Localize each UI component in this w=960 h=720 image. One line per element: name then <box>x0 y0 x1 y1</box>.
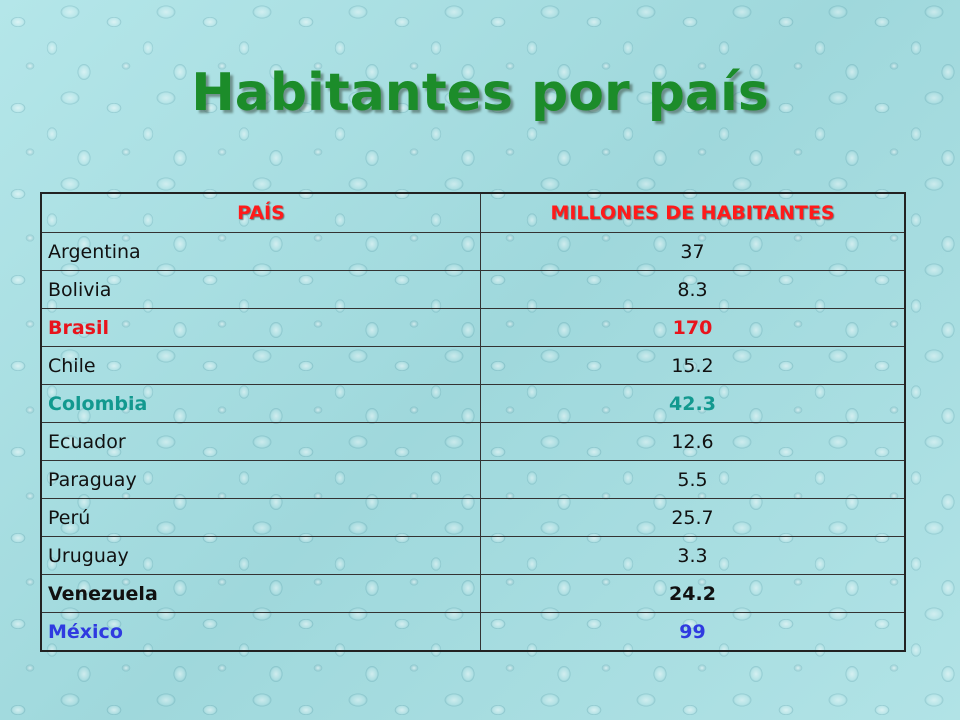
table-body: Argentina 37 Bolivia 8.3 Brasil 170 Chil… <box>40 232 906 652</box>
population-cell: 42.3 <box>480 384 906 423</box>
table-row: Colombia 42.3 <box>40 384 906 423</box>
column-header-population: MILLONES DE HABITANTES <box>480 192 906 233</box>
country-cell: Venezuela <box>40 574 481 613</box>
population-table: PAÍS MILLONES DE HABITANTES Argentina 37… <box>40 192 906 652</box>
table-row: Brasil 170 <box>40 308 906 347</box>
population-cell: 25.7 <box>480 498 906 537</box>
table-header-row: PAÍS MILLONES DE HABITANTES <box>40 192 906 233</box>
country-cell: Brasil <box>40 308 481 347</box>
population-cell: 8.3 <box>480 270 906 309</box>
country-cell: Chile <box>40 346 481 385</box>
population-cell: 3.3 <box>480 536 906 575</box>
country-cell: Perú <box>40 498 481 537</box>
table-row: Perú 25.7 <box>40 498 906 537</box>
page-title: Habitantes por país <box>191 63 769 123</box>
country-cell: México <box>40 612 481 652</box>
column-header-country: PAÍS <box>40 192 481 233</box>
table-row: Argentina 37 <box>40 232 906 271</box>
table-row: Uruguay 3.3 <box>40 536 906 575</box>
country-cell: Colombia <box>40 384 481 423</box>
population-cell: 24.2 <box>480 574 906 613</box>
country-cell: Argentina <box>40 232 481 271</box>
population-cell: 12.6 <box>480 422 906 461</box>
country-cell: Bolivia <box>40 270 481 309</box>
table-row: Venezuela 24.2 <box>40 574 906 613</box>
table-row: Chile 15.2 <box>40 346 906 385</box>
population-cell: 170 <box>480 308 906 347</box>
table-row: Ecuador 12.6 <box>40 422 906 461</box>
table-row: Bolivia 8.3 <box>40 270 906 309</box>
population-cell: 5.5 <box>480 460 906 499</box>
country-cell: Paraguay <box>40 460 481 499</box>
population-cell: 37 <box>480 232 906 271</box>
table-row: Paraguay 5.5 <box>40 460 906 499</box>
table-row: México 99 <box>40 612 906 652</box>
population-cell: 15.2 <box>480 346 906 385</box>
population-cell: 99 <box>480 612 906 652</box>
country-cell: Uruguay <box>40 536 481 575</box>
country-cell: Ecuador <box>40 422 481 461</box>
